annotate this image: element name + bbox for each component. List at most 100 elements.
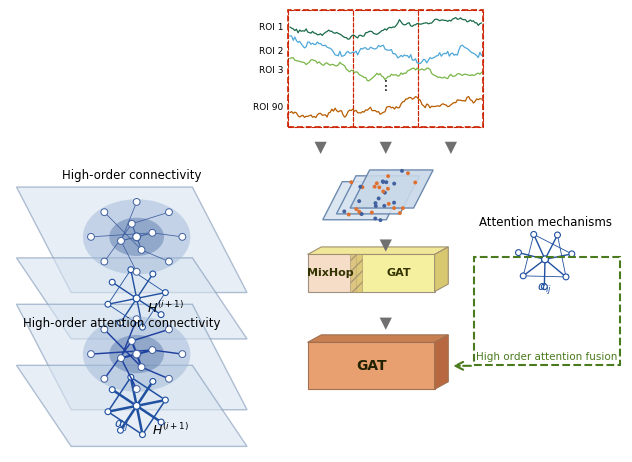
Polygon shape	[308, 342, 435, 389]
Circle shape	[101, 326, 108, 333]
Circle shape	[150, 271, 155, 277]
Ellipse shape	[83, 316, 190, 392]
Circle shape	[392, 201, 396, 205]
Text: GAT: GAT	[387, 268, 411, 278]
Circle shape	[162, 290, 168, 296]
Circle shape	[357, 210, 362, 213]
Circle shape	[406, 171, 410, 175]
Ellipse shape	[109, 218, 164, 256]
Polygon shape	[16, 304, 247, 410]
Text: ROI 90: ROI 90	[253, 103, 283, 112]
Circle shape	[360, 185, 365, 189]
Circle shape	[381, 189, 385, 194]
Circle shape	[343, 209, 346, 213]
Bar	[350, 255, 362, 292]
Text: $H^{(i+1)}$: $H^{(i+1)}$	[152, 422, 190, 438]
Ellipse shape	[109, 335, 164, 373]
Circle shape	[360, 212, 363, 216]
Circle shape	[149, 230, 155, 236]
Circle shape	[370, 211, 374, 214]
Circle shape	[349, 180, 353, 184]
Text: GAT: GAT	[356, 359, 386, 373]
Polygon shape	[350, 170, 433, 208]
Circle shape	[373, 185, 377, 188]
Circle shape	[374, 204, 378, 208]
Circle shape	[140, 324, 145, 330]
Circle shape	[105, 301, 111, 307]
Circle shape	[166, 209, 173, 216]
Polygon shape	[16, 187, 247, 292]
Circle shape	[379, 218, 382, 222]
Circle shape	[138, 247, 145, 253]
Text: Attention mechanisms: Attention mechanisms	[478, 216, 612, 229]
Text: ROI 2: ROI 2	[259, 47, 283, 56]
Circle shape	[381, 179, 385, 183]
Circle shape	[179, 233, 186, 240]
Circle shape	[377, 185, 381, 189]
Circle shape	[88, 233, 94, 240]
Circle shape	[377, 196, 380, 201]
Polygon shape	[356, 255, 435, 292]
Circle shape	[162, 397, 168, 403]
Text: $\alpha_{ij}$: $\alpha_{ij}$	[114, 418, 130, 433]
Circle shape	[133, 402, 140, 409]
Text: MixHop: MixHop	[307, 268, 354, 278]
Circle shape	[133, 199, 140, 205]
Text: High-order attention connectivity: High-order attention connectivity	[23, 317, 221, 330]
Circle shape	[166, 326, 173, 333]
Circle shape	[166, 375, 173, 382]
Circle shape	[118, 427, 123, 433]
Circle shape	[133, 295, 140, 302]
Circle shape	[118, 355, 125, 362]
Circle shape	[158, 419, 164, 425]
Circle shape	[128, 220, 135, 227]
Circle shape	[140, 432, 145, 438]
Circle shape	[387, 202, 391, 206]
Circle shape	[109, 387, 115, 393]
Circle shape	[392, 182, 396, 186]
Polygon shape	[323, 182, 406, 220]
FancyBboxPatch shape	[288, 10, 483, 128]
Circle shape	[109, 280, 115, 285]
Circle shape	[158, 312, 164, 317]
Circle shape	[401, 206, 405, 210]
Text: ROI 1: ROI 1	[258, 23, 283, 32]
Circle shape	[413, 181, 417, 184]
Circle shape	[133, 386, 140, 392]
Polygon shape	[435, 247, 448, 292]
Text: ⋮: ⋮	[379, 79, 392, 93]
Circle shape	[128, 338, 135, 345]
Circle shape	[386, 174, 390, 178]
Circle shape	[384, 180, 388, 184]
Circle shape	[88, 351, 94, 358]
Circle shape	[133, 350, 140, 358]
Circle shape	[101, 209, 108, 216]
Polygon shape	[308, 255, 356, 292]
Text: ROI 3: ROI 3	[258, 66, 283, 75]
Circle shape	[133, 316, 140, 322]
Circle shape	[382, 204, 386, 208]
Circle shape	[386, 187, 390, 191]
Circle shape	[554, 232, 561, 238]
Polygon shape	[16, 258, 247, 339]
Polygon shape	[308, 247, 448, 255]
Text: High-order connectivity: High-order connectivity	[62, 169, 202, 182]
Circle shape	[133, 268, 140, 275]
Circle shape	[531, 231, 537, 237]
Circle shape	[118, 237, 125, 244]
Circle shape	[392, 206, 396, 210]
Circle shape	[563, 274, 569, 280]
Circle shape	[375, 182, 379, 185]
Text: $H^{(i+1)}$: $H^{(i+1)}$	[147, 300, 185, 316]
Circle shape	[128, 267, 134, 273]
Polygon shape	[336, 176, 420, 214]
Circle shape	[166, 258, 173, 265]
Circle shape	[400, 169, 404, 173]
Circle shape	[128, 374, 134, 380]
Circle shape	[101, 258, 108, 265]
Circle shape	[516, 249, 521, 255]
Circle shape	[358, 185, 362, 188]
Polygon shape	[16, 365, 247, 446]
Text: $\alpha_{ij}$: $\alpha_{ij}$	[537, 281, 552, 296]
Circle shape	[383, 191, 387, 195]
